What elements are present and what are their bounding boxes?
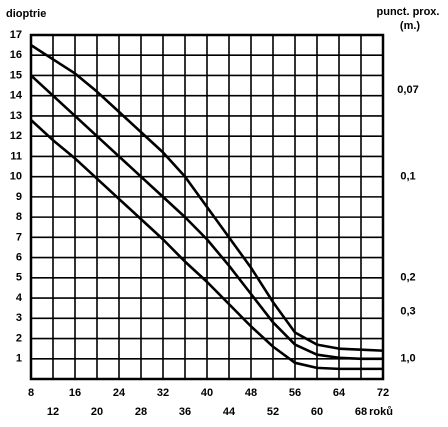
curve [30, 44, 384, 352]
x-tick-label: 20 [91, 406, 103, 418]
x-tick-label: 12 [47, 406, 59, 418]
x-tick-label: 40 [201, 387, 213, 399]
x-tick-label: 24 [113, 387, 126, 399]
y2-axis-unit: (m.) [400, 20, 421, 32]
x-tick-label: 8 [28, 387, 34, 399]
x-tick-label: 64 [333, 387, 346, 399]
x-tick-label: 28 [135, 406, 147, 418]
y-tick-label: 1 [16, 353, 22, 365]
y-tick-label: 12 [10, 130, 22, 142]
y-tick-label: 5 [16, 272, 22, 284]
x-axis-label: roků [369, 406, 393, 418]
x-tick-label: 68 [355, 406, 367, 418]
y2-axis-label: punct. prox. [377, 6, 440, 18]
y-tick-label: 11 [10, 150, 22, 162]
x-tick-label: 48 [245, 387, 257, 399]
x-tick-label: 56 [289, 387, 301, 399]
curve [30, 119, 383, 371]
y-tick-label: 14 [10, 90, 23, 102]
y-tick-label: 3 [16, 312, 22, 324]
plot-frame [29, 33, 385, 381]
curve [30, 74, 383, 361]
x-tick-label: 60 [311, 406, 323, 418]
y-tick-label: 8 [16, 211, 22, 223]
y2-tick-label: 1,0 [400, 353, 415, 365]
y-tick-label: 4 [16, 292, 23, 304]
x-tick-label: 16 [69, 387, 81, 399]
x-tick-label: 72 [377, 387, 389, 399]
y-tick-label: 13 [10, 110, 22, 122]
y2-tick-label: 0,2 [400, 272, 415, 284]
x-tick-label: 36 [179, 406, 191, 418]
x-tick-label: 52 [267, 406, 279, 418]
y-tick-label: 7 [16, 231, 22, 243]
y-tick-label: 2 [16, 332, 22, 344]
x-tick-label: 32 [157, 387, 169, 399]
y-tick-label: 10 [10, 171, 22, 183]
y-tick-label: 17 [10, 29, 22, 41]
x-tick-label: 44 [223, 406, 236, 418]
y2-tick-label: 0,3 [400, 305, 415, 317]
y-axis-label: dioptrie [6, 8, 46, 20]
y2-tick-label: 0,1 [400, 171, 415, 183]
y-tick-label: 6 [16, 251, 22, 263]
y-tick-label: 15 [10, 69, 22, 81]
y2-tick-label: 0,07 [397, 84, 418, 96]
y-tick-label: 16 [10, 49, 22, 61]
y-tick-label: 9 [16, 191, 22, 203]
